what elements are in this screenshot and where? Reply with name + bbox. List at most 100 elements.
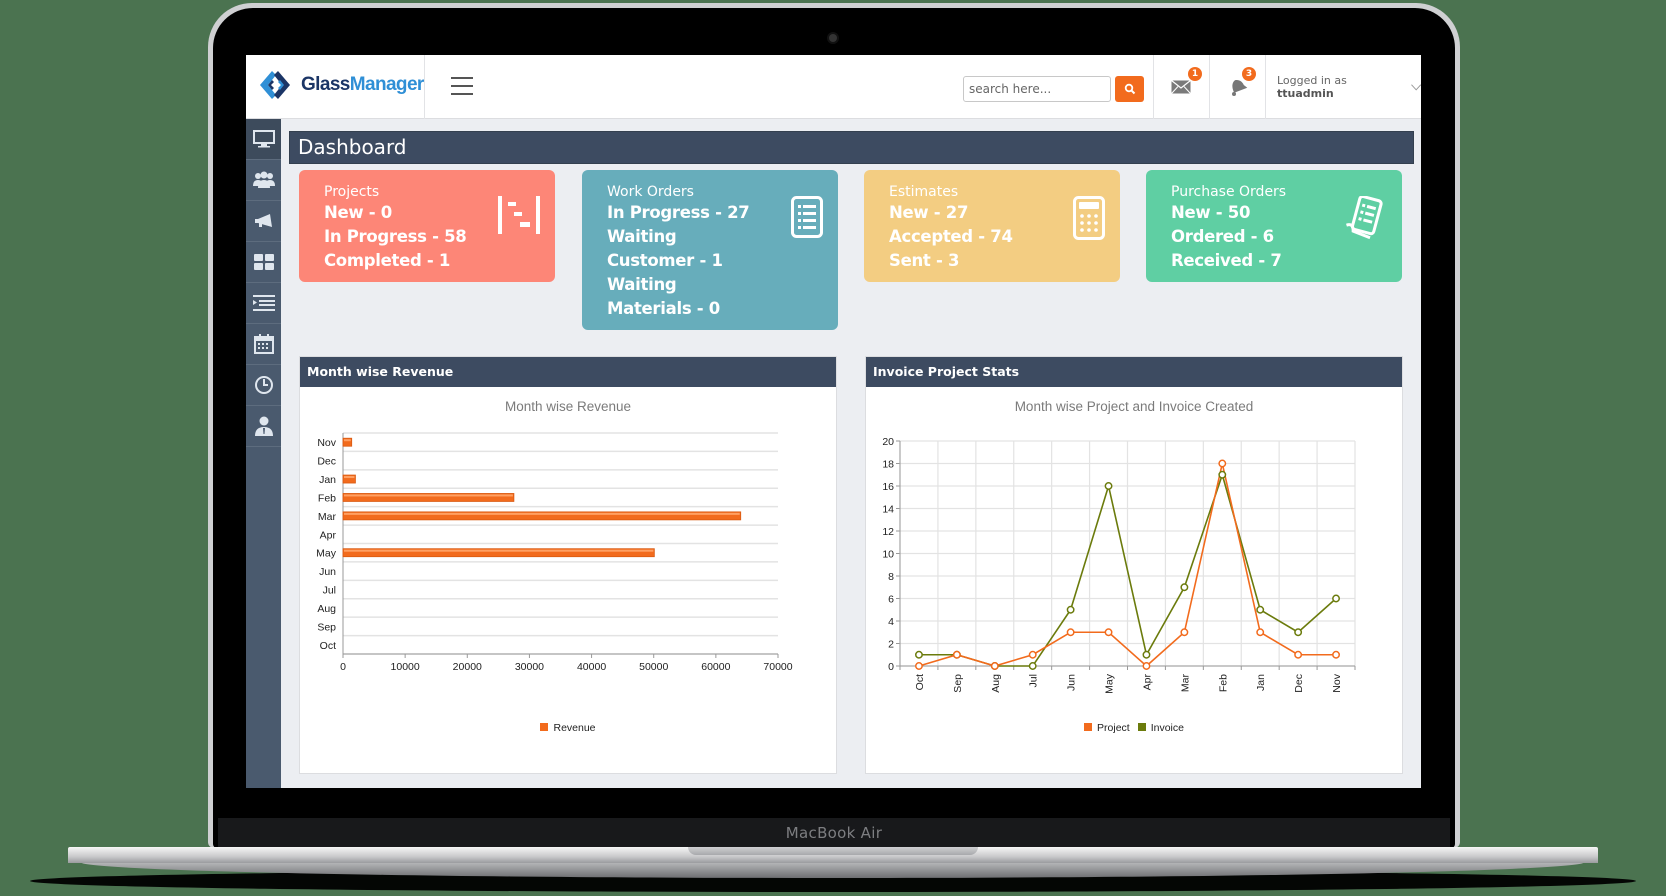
svg-text:Aug: Aug [317,603,336,615]
svg-text:Dec: Dec [1293,674,1305,693]
receipt-icon [1345,196,1383,240]
header-divider [1265,55,1266,119]
laptop-base-lower [80,862,1585,878]
card-stat: Completed - 1 [324,251,451,270]
chevron-down-icon [1410,83,1421,91]
card-stat: New - 27 [889,203,969,222]
card-stat: Sent - 3 [889,251,960,270]
svg-text:8: 8 [888,571,894,583]
svg-text:20000: 20000 [453,661,482,673]
logo-diamond-icon [260,71,290,99]
card-estimates[interactable]: Estimates New - 27 Accepted - 74 Sent - … [864,170,1120,282]
bell-icon [1232,80,1248,96]
document-list-icon [791,196,823,238]
chart-legend: Project Invoice [866,722,1402,734]
chart-title: Month wise Project and Invoice Created [1014,399,1254,414]
app-logo[interactable]: GlassManager [258,67,438,103]
svg-text:16: 16 [882,481,894,493]
card-stat: In Progress - 27 [607,203,750,222]
svg-text:Jun: Jun [319,566,336,578]
list-indent-icon [252,295,275,311]
card-stat: Waiting [607,227,677,246]
panel-invoice-stats: Invoice Project Stats Month wise Project… [865,356,1403,774]
chart-legend: Revenue [300,722,836,734]
grid-icon [253,254,274,270]
panel-revenue: Month wise Revenue Month wise Revenue 0 1… [299,356,837,774]
camera-icon [829,34,837,42]
svg-text:Nov: Nov [1331,673,1343,692]
messages-button[interactable]: 1 [1153,55,1209,119]
laptop-notch [688,847,978,855]
legend-item-revenue[interactable]: Revenue [540,722,596,734]
messages-badge: 1 [1188,67,1202,81]
sidebar-item-lists[interactable] [246,283,281,324]
sidebar-item-dashboard[interactable] [246,119,281,160]
card-purchase-orders[interactable]: Purchase Orders New - 50 Ordered - 6 Rec… [1146,170,1402,282]
logo-text: GlassManager [301,74,424,95]
svg-text:Mar: Mar [1179,674,1191,693]
header-divider [1153,55,1154,119]
search-bar [963,76,1144,102]
search-input[interactable] [963,76,1111,102]
svg-text:18: 18 [882,459,894,471]
svg-text:30000: 30000 [515,661,544,673]
card-stat: New - 50 [1171,203,1251,222]
envelope-icon [1171,80,1191,94]
svg-text:Feb: Feb [318,492,336,504]
svg-text:Jul: Jul [323,585,336,597]
svg-text:Mar: Mar [318,511,337,523]
svg-text:Jun: Jun [1066,674,1078,691]
clock-icon [254,376,273,394]
svg-text:4: 4 [888,616,894,628]
page-title: Dashboard [289,131,1414,164]
legend-item-invoice[interactable]: Invoice [1137,722,1184,734]
search-icon [1124,83,1135,95]
sidebar-item-customers[interactable] [246,160,281,201]
sidebar-item-calendar[interactable] [246,324,281,365]
megaphone-icon [254,214,272,227]
svg-text:20: 20 [882,436,894,448]
search-button[interactable] [1115,76,1144,102]
svg-text:May: May [316,548,337,560]
notifications-badge: 3 [1242,67,1256,81]
gantt-icon [498,196,540,234]
svg-text:Nov: Nov [317,437,336,449]
sidebar [246,119,281,788]
svg-text:Sep: Sep [317,621,336,633]
legend-item-project[interactable]: Project [1084,722,1130,734]
card-title: Estimates [889,184,959,200]
svg-text:Dec: Dec [317,456,336,468]
header-divider [424,55,425,119]
card-title: Work Orders [607,184,694,200]
calendar-icon [253,334,274,354]
svg-text:Aug: Aug [990,674,1002,693]
svg-text:Jan: Jan [319,474,336,486]
user-menu[interactable]: Logged in as ttuadmin [1277,55,1421,119]
svg-text:Jul: Jul [1028,674,1040,687]
sidebar-item-time[interactable] [246,365,281,406]
card-work-orders[interactable]: Work Orders In Progress - 27 Waiting Cus… [582,170,838,330]
svg-text:14: 14 [882,504,894,516]
notifications-button[interactable]: 3 [1209,55,1265,119]
sidebar-item-users[interactable] [246,406,281,447]
svg-text:70000: 70000 [763,661,792,673]
app-screen: GlassManager 1 3 Logged in [246,55,1421,788]
card-title: Purchase Orders [1171,184,1287,200]
card-projects[interactable]: Projects New - 0 In Progress - 58 Comple… [299,170,555,282]
calculator-icon [1073,196,1105,240]
legend-swatch [540,723,549,731]
panel-header: Invoice Project Stats [866,357,1402,387]
card-stat: Materials - 0 [607,299,720,318]
legend-swatch [1084,723,1093,731]
device-label: MacBook Air [785,824,883,842]
svg-text:2: 2 [888,639,894,651]
svg-text:40000: 40000 [577,661,606,673]
hamburger-menu-icon[interactable] [451,77,473,95]
svg-text:0: 0 [888,661,894,673]
svg-text:10000: 10000 [391,661,420,673]
sidebar-item-modules[interactable] [246,242,281,283]
laptop-chin: MacBook Air [218,818,1450,848]
sidebar-item-marketing[interactable] [246,201,281,242]
card-stat: Waiting [607,275,677,294]
svg-text:10: 10 [882,549,894,561]
